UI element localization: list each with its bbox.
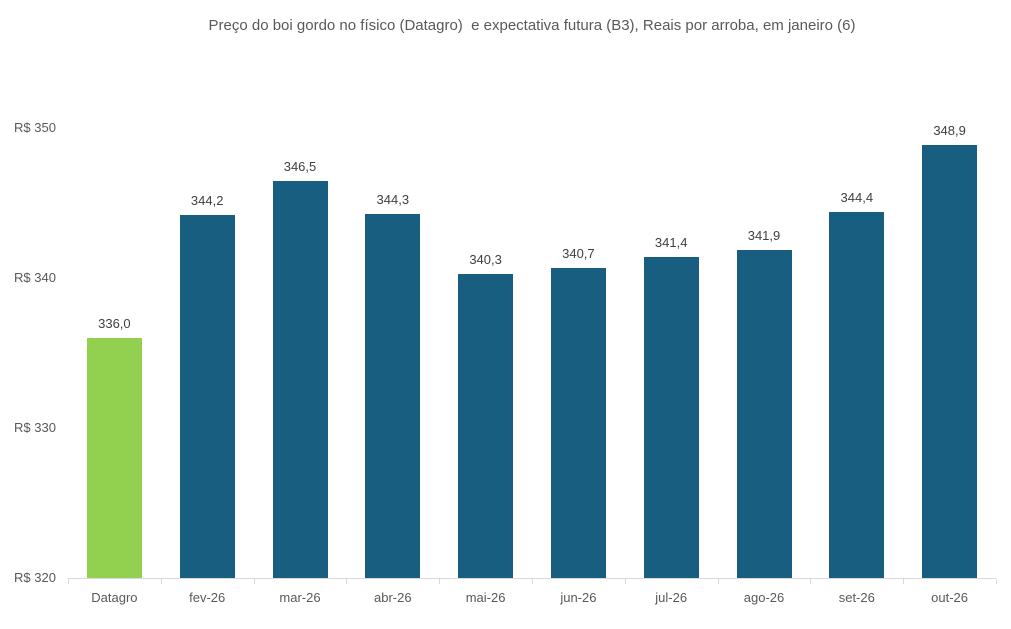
bar-value-label: 344,2: [190, 193, 224, 208]
bar-abr-26: [365, 213, 421, 578]
x-axis-tick: [717, 579, 719, 584]
x-tick-label-mai-26: mai-26: [465, 590, 506, 605]
bar-value-label: 344,4: [840, 190, 874, 205]
bar-set-26: [829, 212, 885, 578]
x-axis-tick: [346, 579, 348, 584]
bar-value-label: 340,7: [562, 245, 595, 261]
bar-mai-26: [458, 273, 514, 578]
bar-fev-26: [179, 215, 235, 578]
y-tick-label: R$ 320: [14, 570, 56, 585]
x-axis-line: [68, 578, 996, 579]
x-tick-label-abr-26: abr-26: [374, 590, 412, 605]
x-tick-label-jul-26: jul-26: [655, 590, 688, 605]
x-tick-label-datagro: Datagro: [91, 590, 138, 605]
x-tick-label-fev-26: fev-26: [189, 590, 226, 605]
x-axis-tick: [903, 579, 905, 584]
x-axis-tick: [253, 579, 255, 584]
y-tick-label: R$ 350: [14, 120, 56, 135]
x-tick-label-out-26: out-26: [931, 590, 969, 605]
bar-value-label: 341,4: [654, 235, 688, 250]
y-tick-label: R$ 330: [14, 420, 56, 435]
bar-value-label: 336,0: [98, 316, 131, 331]
x-tick-label-set-26: set-26: [838, 590, 875, 605]
x-axis-tick: [160, 579, 162, 584]
bar-ago-26: [736, 249, 792, 578]
bar-value-label: 344,3: [376, 191, 410, 207]
x-axis-tick: [68, 579, 69, 584]
x-axis-tick: [439, 579, 441, 584]
bar-datagro: [86, 338, 142, 578]
bar-out-26: [922, 144, 978, 578]
x-axis-tick: [810, 579, 812, 584]
x-tick-label-mar-26: mar-26: [279, 590, 321, 605]
y-tick-label: R$ 340: [14, 270, 56, 285]
x-axis-tick: [996, 579, 997, 584]
bar-value-label: 341,9: [747, 227, 781, 243]
bar-jul-26: [643, 257, 699, 578]
bar-mar-26: [272, 180, 328, 578]
x-axis-tick: [624, 579, 626, 584]
x-axis-tick: [532, 579, 533, 584]
bar-value-label: 348,9: [933, 122, 966, 138]
bar-value-label: 340,3: [469, 251, 502, 267]
bar-value-label: 346,5: [283, 158, 317, 174]
x-tick-label-jun-26: jun-26: [560, 590, 597, 605]
bar-jun-26: [550, 267, 606, 578]
chart-title: Preço do boi gordo no físico (Datagro) e…: [208, 17, 856, 34]
x-tick-label-ago-26: ago-26: [743, 590, 785, 605]
